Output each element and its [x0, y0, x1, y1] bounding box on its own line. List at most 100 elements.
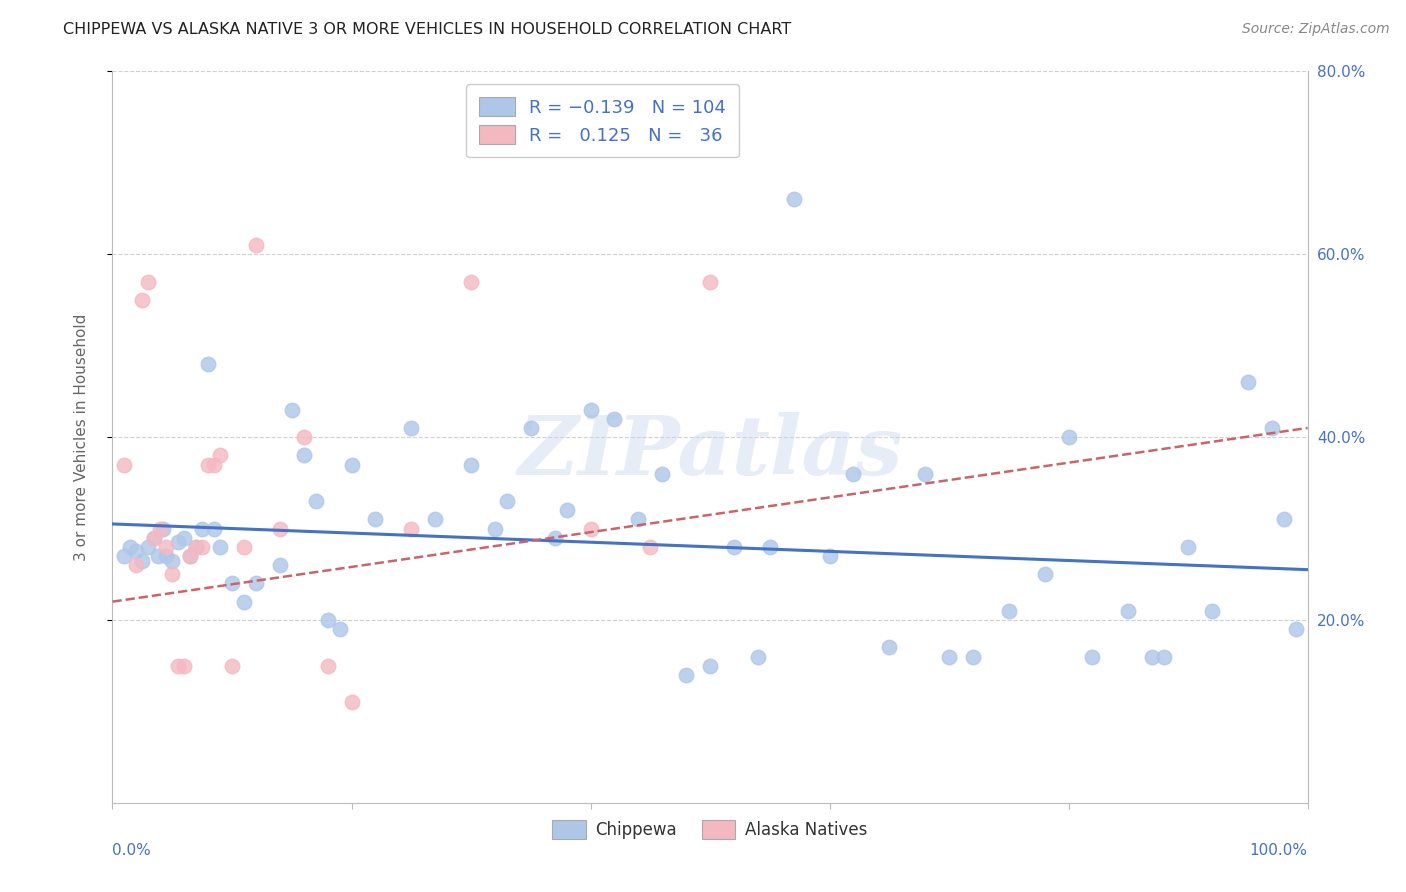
Alaska Natives	[209, 448, 232, 462]
Alaska Natives	[162, 567, 183, 582]
Chippewa	[292, 448, 315, 462]
Chippewa	[1177, 540, 1199, 554]
Alaska Natives	[149, 521, 172, 535]
Chippewa	[783, 192, 806, 206]
Chippewa	[131, 553, 153, 567]
Alaska Natives	[699, 275, 721, 289]
Alaska Natives	[138, 275, 160, 289]
Chippewa	[401, 421, 423, 435]
Alaska Natives	[179, 549, 201, 563]
Alaska Natives	[125, 558, 148, 573]
Alaska Natives	[143, 531, 166, 545]
Chippewa	[186, 540, 208, 554]
Chippewa	[281, 402, 304, 417]
Chippewa	[759, 540, 782, 554]
Alaska Natives	[401, 521, 423, 535]
Chippewa	[209, 540, 232, 554]
Alaska Natives	[233, 540, 256, 554]
Chippewa	[998, 604, 1021, 618]
Chippewa	[543, 531, 565, 545]
Text: Source: ZipAtlas.com: Source: ZipAtlas.com	[1241, 22, 1389, 37]
Chippewa	[114, 549, 135, 563]
Alaska Natives	[269, 521, 291, 535]
Alaska Natives	[114, 458, 135, 472]
Chippewa	[197, 357, 219, 371]
Alaska Natives	[340, 695, 363, 709]
Chippewa	[269, 558, 291, 573]
Alaska Natives	[202, 458, 225, 472]
Chippewa	[125, 544, 148, 558]
Chippewa	[1081, 649, 1104, 664]
Chippewa	[603, 412, 626, 426]
Alaska Natives	[292, 430, 315, 444]
Chippewa	[167, 535, 190, 549]
Chippewa	[162, 553, 183, 567]
Chippewa	[1057, 430, 1080, 444]
Alaska Natives	[191, 540, 214, 554]
Chippewa	[191, 521, 214, 535]
Chippewa	[221, 576, 243, 591]
Chippewa	[1272, 512, 1295, 526]
Chippewa	[1142, 649, 1164, 664]
Chippewa	[202, 521, 225, 535]
Chippewa	[138, 540, 160, 554]
Alaska Natives	[460, 275, 482, 289]
Alaska Natives	[173, 658, 195, 673]
Chippewa	[699, 658, 721, 673]
Alaska Natives	[579, 521, 602, 535]
Chippewa	[173, 531, 195, 545]
Alaska Natives	[316, 658, 339, 673]
Chippewa	[146, 549, 169, 563]
Chippewa	[651, 467, 673, 481]
Chippewa	[1261, 421, 1284, 435]
Chippewa	[143, 531, 166, 545]
Chippewa	[316, 613, 339, 627]
Chippewa	[675, 667, 697, 681]
Chippewa	[460, 458, 482, 472]
Text: 100.0%: 100.0%	[1250, 843, 1308, 858]
Chippewa	[1237, 375, 1260, 389]
Alaska Natives	[167, 658, 190, 673]
Alaska Natives	[131, 293, 153, 307]
Chippewa	[627, 512, 650, 526]
Chippewa	[364, 512, 387, 526]
Chippewa	[1033, 567, 1056, 582]
Chippewa	[914, 467, 936, 481]
Alaska Natives	[245, 238, 267, 252]
Text: CHIPPEWA VS ALASKA NATIVE 3 OR MORE VEHICLES IN HOUSEHOLD CORRELATION CHART: CHIPPEWA VS ALASKA NATIVE 3 OR MORE VEHI…	[63, 22, 792, 37]
Chippewa	[555, 503, 578, 517]
Chippewa	[1201, 604, 1223, 618]
Chippewa	[305, 494, 328, 508]
Chippewa	[120, 540, 142, 554]
Legend: Chippewa, Alaska Natives: Chippewa, Alaska Natives	[546, 814, 875, 846]
Chippewa	[579, 402, 602, 417]
Chippewa	[520, 421, 543, 435]
Chippewa	[842, 467, 865, 481]
Chippewa	[340, 458, 363, 472]
Alaska Natives	[186, 540, 208, 554]
Chippewa	[1118, 604, 1140, 618]
Alaska Natives	[197, 458, 219, 472]
Chippewa	[484, 521, 506, 535]
Text: 0.0%: 0.0%	[112, 843, 152, 858]
Chippewa	[329, 622, 352, 636]
Chippewa	[723, 540, 745, 554]
Chippewa	[1285, 622, 1308, 636]
Chippewa	[938, 649, 960, 664]
Chippewa	[155, 549, 177, 563]
Chippewa	[962, 649, 984, 664]
Alaska Natives	[640, 540, 662, 554]
Chippewa	[1153, 649, 1175, 664]
Text: ZIPatlas: ZIPatlas	[517, 412, 903, 491]
Alaska Natives	[221, 658, 243, 673]
Alaska Natives	[155, 540, 177, 554]
Chippewa	[152, 521, 174, 535]
Chippewa	[245, 576, 267, 591]
Y-axis label: 3 or more Vehicles in Household: 3 or more Vehicles in Household	[75, 313, 89, 561]
Chippewa	[179, 549, 201, 563]
Chippewa	[818, 549, 841, 563]
Chippewa	[879, 640, 901, 655]
Chippewa	[747, 649, 769, 664]
Chippewa	[496, 494, 519, 508]
Chippewa	[425, 512, 447, 526]
